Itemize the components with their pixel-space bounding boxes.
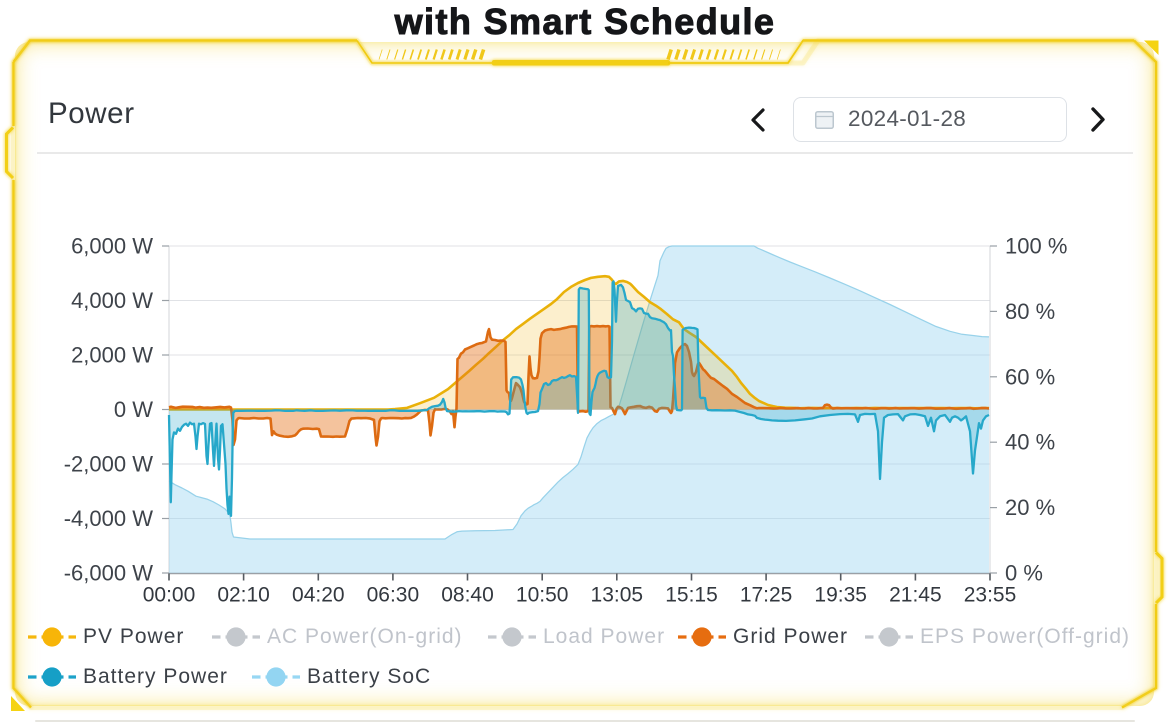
svg-text:80 %: 80 % <box>1005 299 1055 324</box>
svg-text:-4,000 W: -4,000 W <box>64 506 153 531</box>
svg-text:15:15: 15:15 <box>665 584 718 607</box>
svg-text:10:50: 10:50 <box>516 584 569 607</box>
svg-text:-2,000 W: -2,000 W <box>64 452 153 477</box>
svg-text:40 %: 40 % <box>1005 430 1055 455</box>
svg-text:00:00: 00:00 <box>143 584 196 607</box>
svg-text:19:35: 19:35 <box>814 584 867 607</box>
svg-text:02:10: 02:10 <box>217 584 270 607</box>
svg-text:13:05: 13:05 <box>591 584 644 607</box>
svg-text:0 W: 0 W <box>114 397 153 422</box>
svg-text:23:55: 23:55 <box>964 584 1017 607</box>
svg-text:06:30: 06:30 <box>367 584 420 607</box>
svg-text:17:25: 17:25 <box>740 584 793 607</box>
svg-text:21:45: 21:45 <box>889 584 942 607</box>
svg-text:04:20: 04:20 <box>292 584 345 607</box>
svg-text:08:40: 08:40 <box>441 584 494 607</box>
svg-text:60 %: 60 % <box>1005 364 1055 389</box>
svg-text:6,000 W: 6,000 W <box>71 234 153 259</box>
svg-text:2,000 W: 2,000 W <box>71 343 153 368</box>
svg-text:-6,000 W: -6,000 W <box>64 561 153 586</box>
svg-text:0 %: 0 % <box>1005 561 1043 586</box>
svg-text:4,000 W: 4,000 W <box>71 288 153 313</box>
svg-text:100 %: 100 % <box>1005 234 1067 259</box>
svg-text:20 %: 20 % <box>1005 495 1055 520</box>
